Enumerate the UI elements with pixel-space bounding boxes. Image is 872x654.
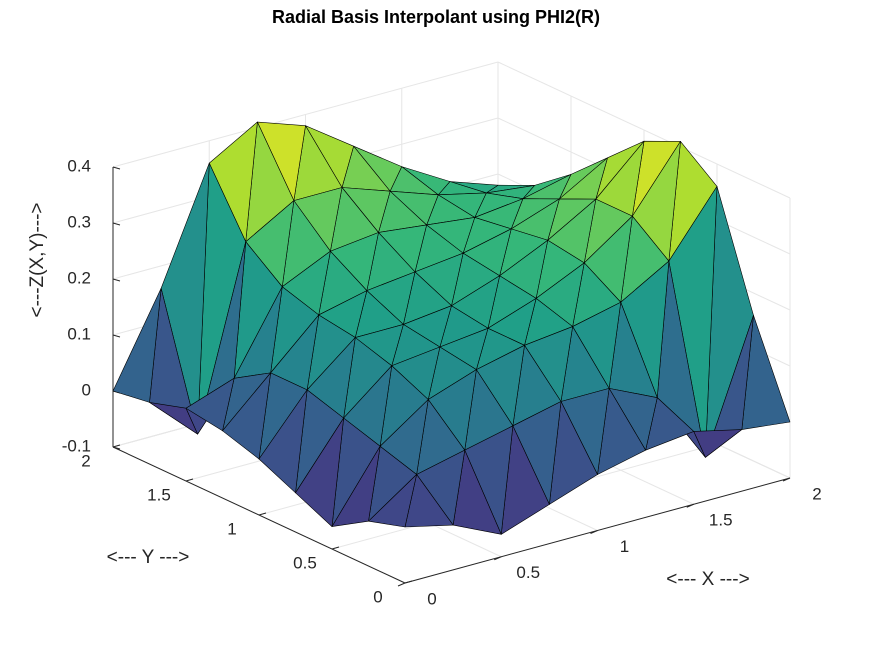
surface-face: [149, 402, 198, 435]
z-tick-label: 0.4: [67, 156, 91, 175]
z-tick: [112, 166, 121, 170]
surface-face: [331, 445, 381, 527]
y-tick-label: 0.5: [293, 553, 317, 572]
surface-face: [222, 372, 271, 460]
surface-face: [693, 429, 743, 458]
z-tick: [112, 446, 121, 450]
grid-line: [112, 61, 499, 168]
x-tick-label: 2: [812, 484, 821, 503]
z-tick-label: 0: [82, 380, 91, 399]
x-axis-label: <--- X --->: [666, 569, 749, 590]
z-axis-label: <---Z(X,Y)--->: [27, 202, 48, 317]
surface-face: [258, 389, 308, 494]
y-tick-label: 1: [227, 519, 236, 538]
y-tick: [404, 580, 413, 584]
y-tick: [331, 546, 340, 550]
surface-face: [295, 417, 344, 527]
y-tick-label: 0: [373, 587, 382, 606]
y-tick-label: 2: [81, 451, 90, 470]
z-tick-label: -0.1: [62, 436, 91, 455]
x-tick-label: 1.5: [709, 511, 733, 530]
x-tick-label: 0.5: [516, 563, 540, 582]
x-tick: [494, 556, 502, 561]
z-tick-label: 0.3: [67, 212, 91, 231]
x-tick: [686, 503, 694, 508]
y-tick-label: 1.5: [147, 485, 171, 504]
x-tick: [782, 477, 791, 482]
x-tick-label: 1: [620, 537, 629, 556]
z-tick-label: 0.1: [67, 324, 91, 343]
surface-face: [185, 377, 235, 432]
y-tick: [112, 444, 121, 448]
x-tick-label: 0: [427, 589, 436, 608]
z-tick: [112, 334, 121, 338]
grid-line: [497, 61, 791, 199]
x-tick: [397, 582, 406, 587]
surface-face: [112, 287, 162, 403]
y-tick: [185, 478, 194, 482]
z-tick: [112, 222, 121, 226]
y-axis-label: <--- Y --->: [107, 547, 190, 568]
y-tick: [258, 512, 267, 516]
x-tick: [590, 530, 598, 534]
z-tick-label: 0.2: [67, 268, 91, 287]
surface-face: [368, 474, 417, 528]
chart-title: Radial Basis Interpolant using PHI2(R): [272, 7, 600, 27]
z-tick: [112, 278, 121, 282]
